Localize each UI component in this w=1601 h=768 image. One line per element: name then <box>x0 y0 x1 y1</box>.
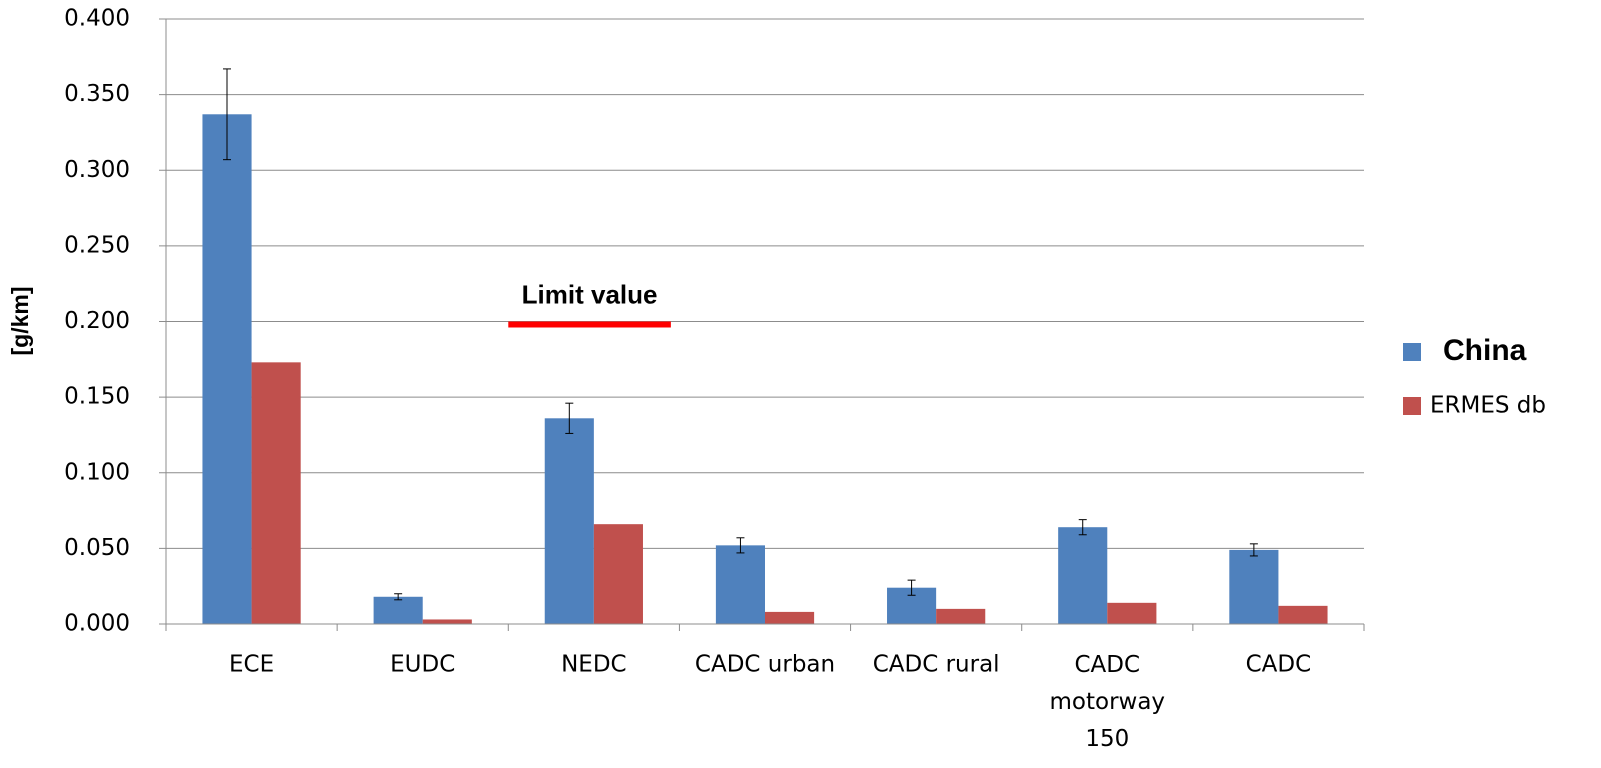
x-tick-label: EUDC <box>390 652 455 678</box>
x-tick-label: NEDC <box>561 652 627 678</box>
error-bar <box>223 68 232 161</box>
error-bar <box>736 537 745 554</box>
legend-label: China <box>1443 334 1527 367</box>
bar <box>373 596 423 624</box>
bar <box>1107 602 1157 624</box>
bar <box>422 619 472 624</box>
x-tick-label: CADC urban <box>695 652 835 678</box>
bar <box>765 611 815 624</box>
bar <box>936 608 986 624</box>
error-bar <box>394 593 403 601</box>
bar <box>202 114 252 624</box>
x-tick-label: CADC rural <box>873 652 1000 678</box>
limit-label: Limit value <box>522 279 658 309</box>
x-tick-label: CADC motorway 150 <box>1050 652 1166 752</box>
bar <box>593 524 643 624</box>
y-tick-label: 0.250 <box>64 232 130 258</box>
bar <box>251 362 301 624</box>
error-bar <box>565 402 574 434</box>
bar <box>1229 549 1279 624</box>
y-tick-label: 0.100 <box>64 459 130 485</box>
bar <box>1058 527 1108 624</box>
x-tick-label: ECE <box>229 652 274 678</box>
bar <box>544 418 594 624</box>
error-bar <box>907 579 916 596</box>
y-tick-label: 0.350 <box>64 81 130 107</box>
bar <box>1278 605 1328 624</box>
y-tick-label: 0.300 <box>64 157 130 183</box>
y-tick-label: 0.000 <box>64 611 130 637</box>
error-bar <box>1249 543 1258 557</box>
legend-label: ERMES db <box>1430 393 1546 419</box>
legend-swatch <box>1403 343 1421 361</box>
y-tick-label: 0.150 <box>64 384 130 410</box>
y-axis-label: [g/km] <box>7 287 33 356</box>
y-tick-label: 0.200 <box>64 308 130 334</box>
legend-swatch <box>1403 397 1421 415</box>
error-bar <box>1078 519 1087 536</box>
bar <box>715 545 765 624</box>
y-tick-label: 0.400 <box>64 6 130 32</box>
x-tick-label: CADC <box>1246 652 1312 678</box>
y-tick-label: 0.050 <box>64 535 130 561</box>
